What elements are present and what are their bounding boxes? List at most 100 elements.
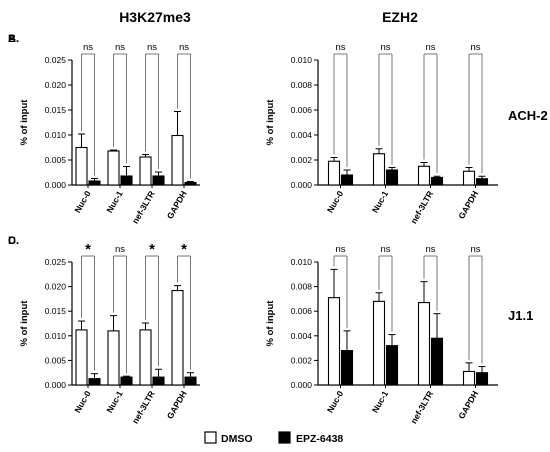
bar-epz6438-nuc-0 xyxy=(88,180,101,186)
y-axis-title: % of input xyxy=(19,300,30,347)
bar-epz6438-nuc-1 xyxy=(120,175,133,186)
bar-dmso-nuc-1 xyxy=(372,300,386,386)
legend-swatch-dmso xyxy=(204,431,217,444)
significance-label-nuc-1: ns xyxy=(115,244,125,255)
significance-label-nef-3ltr: ns xyxy=(425,244,435,255)
bar-epz6438-gapdh xyxy=(184,376,197,386)
y-tick-label: 0.020 xyxy=(45,80,67,90)
y-tick-label: 0.004 xyxy=(291,130,313,140)
x-tick-label-nuc-0: Nuc-0 xyxy=(325,189,346,215)
bar-dmso-gapdh xyxy=(171,134,184,186)
legend: DMSO EPZ-6438 xyxy=(204,431,343,445)
y-tick-label: 0.004 xyxy=(291,331,313,341)
x-tick-label-nef-3ltr: nef-3LTR xyxy=(130,189,157,225)
bar-epz6438-gapdh xyxy=(184,181,197,186)
bar-epz6438-nef-3ltr xyxy=(152,376,165,386)
bar-dmso-nuc-0 xyxy=(75,329,88,386)
x-tick-label-nuc-0: Nuc-0 xyxy=(72,189,93,215)
legend-swatch-epz6438 xyxy=(278,431,291,444)
bar-dmso-gapdh xyxy=(462,370,476,386)
bar-dmso-nuc-0 xyxy=(327,297,341,386)
significance-label-nef-3ltr: ns xyxy=(425,42,435,53)
col-title-ezh2: EZH2 xyxy=(382,9,418,25)
bar-epz6438-gapdh xyxy=(475,178,489,186)
col-title-h3k27me3: H3K27me3 xyxy=(119,9,191,25)
y-axis-title: % of input xyxy=(19,99,30,146)
x-tick-label-nuc-0: Nuc-0 xyxy=(72,389,93,415)
panel-letter: D. xyxy=(8,235,19,247)
y-tick-label: 0.010 xyxy=(45,130,67,140)
bar-epz6438-nef-3ltr xyxy=(430,337,444,386)
bar-epz6438-nuc-0 xyxy=(340,350,354,386)
y-tick-label: 0.025 xyxy=(45,55,67,65)
y-tick-label: 0.002 xyxy=(291,155,313,165)
y-tick-label: 0.015 xyxy=(45,105,67,115)
significance-label-nuc-0: ns xyxy=(335,42,345,53)
significance-label-nuc-1: ns xyxy=(380,42,390,53)
significance-label-nef-3ltr: ns xyxy=(147,42,157,53)
y-axis-title: % of input xyxy=(265,99,276,146)
x-tick-label-nef-3ltr: nef-3LTR xyxy=(408,389,435,425)
x-tick-label-nef-3ltr: nef-3LTR xyxy=(130,389,157,425)
y-tick-label: 0.000 xyxy=(291,180,313,190)
bar-dmso-nuc-1 xyxy=(107,330,120,386)
y-tick-label: 0.020 xyxy=(45,282,67,292)
bar-dmso-nuc-1 xyxy=(107,150,120,186)
bar-dmso-nef-3ltr xyxy=(139,156,152,186)
bar-dmso-gapdh xyxy=(462,170,476,186)
y-tick-label: 0.010 xyxy=(45,331,67,341)
bar-epz6438-nuc-1 xyxy=(120,376,133,386)
panel-letter: C. xyxy=(8,235,19,247)
bar-dmso-nuc-1 xyxy=(372,153,386,186)
x-tick-label-nuc-1: Nuc-1 xyxy=(370,389,391,415)
x-tick-label-nuc-0: Nuc-0 xyxy=(325,389,346,415)
significance-label-nef-3ltr: * xyxy=(149,241,155,258)
y-tick-label: 0.025 xyxy=(45,257,67,267)
y-tick-label: 0.000 xyxy=(45,380,67,390)
y-tick-label: 0.008 xyxy=(291,80,313,90)
bar-epz6438-nuc-0 xyxy=(340,174,354,186)
bar-epz6438-nef-3ltr xyxy=(152,175,165,186)
significance-label-nuc-0: * xyxy=(85,241,91,258)
y-tick-label: 0.010 xyxy=(291,257,313,267)
x-tick-label-nef-3ltr: nef-3LTR xyxy=(408,189,435,225)
x-tick-label-gapdh: GAPDH xyxy=(456,189,480,221)
y-tick-label: 0.015 xyxy=(45,306,67,316)
bar-epz6438-nuc-0 xyxy=(88,378,101,386)
x-tick-label-nuc-1: Nuc-1 xyxy=(370,189,391,215)
row-label-ach2: ACH-2 xyxy=(508,108,548,123)
panel-c: C. 0.000 0.005 0.010 0.015 0.020 0.025 % of inp… xyxy=(8,235,200,425)
y-tick-label: 0.002 xyxy=(291,355,313,365)
y-tick-label: 0.005 xyxy=(45,355,67,365)
bar-dmso-nef-3ltr xyxy=(139,329,152,386)
y-tick-label: 0.000 xyxy=(291,380,313,390)
bar-epz6438-gapdh xyxy=(475,372,489,386)
significance-label-gapdh: ns xyxy=(470,244,480,255)
x-tick-label-gapdh: GAPDH xyxy=(165,189,189,221)
bar-dmso-nuc-0 xyxy=(327,160,341,186)
panel-letter: B. xyxy=(8,33,19,45)
significance-label-nuc-0: ns xyxy=(83,42,93,53)
y-tick-label: 0.010 xyxy=(291,55,313,65)
panel-letter: A. xyxy=(8,33,19,45)
significance-label-nuc-1: ns xyxy=(115,42,125,53)
y-axis-title: % of input xyxy=(265,300,276,347)
bar-dmso-nuc-0 xyxy=(75,146,88,186)
bar-dmso-nef-3ltr xyxy=(417,165,431,186)
significance-label-gapdh: ns xyxy=(470,42,480,53)
x-tick-label-nuc-1: Nuc-1 xyxy=(104,189,125,215)
y-tick-label: 0.008 xyxy=(291,282,313,292)
significance-label-gapdh: * xyxy=(181,241,187,258)
panels: A. 0.000 0.005 0.010 0.015 0.020 0.025 % of inp… xyxy=(8,33,498,425)
bar-epz6438-nuc-1 xyxy=(385,169,399,186)
row-label-j11: J1.1 xyxy=(508,308,533,323)
bar-dmso-nef-3ltr xyxy=(417,302,431,386)
x-tick-label-gapdh: GAPDH xyxy=(456,389,480,421)
x-tick-label-gapdh: GAPDH xyxy=(165,389,189,421)
significance-label-gapdh: ns xyxy=(179,42,189,53)
bar-epz6438-nef-3ltr xyxy=(430,176,444,186)
y-tick-label: 0.006 xyxy=(291,306,313,316)
bar-epz6438-nuc-1 xyxy=(385,345,399,386)
y-tick-label: 0.006 xyxy=(291,105,313,115)
